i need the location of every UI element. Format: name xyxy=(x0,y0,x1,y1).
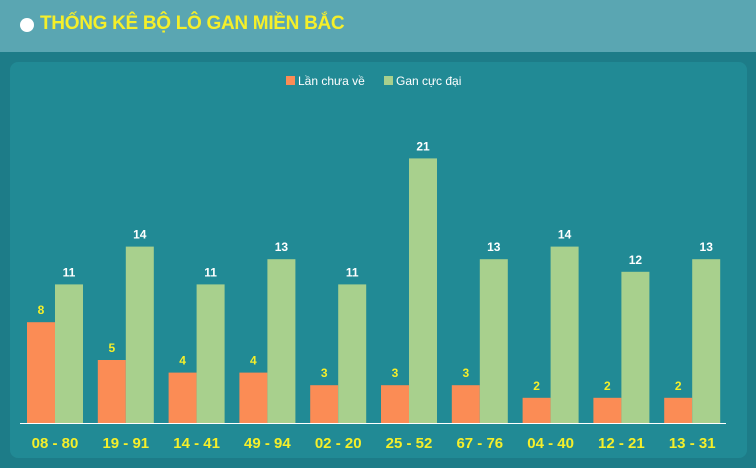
data-label-lan-chua-ve-7: 3 xyxy=(462,366,469,380)
bar-gan-cuc-dai-7 xyxy=(479,259,508,423)
data-label-lan-chua-ve-3: 4 xyxy=(179,354,186,368)
legend-label-lan-chua-ve: Lần chưa về xyxy=(298,74,365,88)
bar-lan-chua-ve-1 xyxy=(27,322,55,423)
bar-lan-chua-ve-3 xyxy=(168,372,197,423)
data-label-gan-cuc-dai-4: 13 xyxy=(275,240,289,254)
bar-gan-cuc-dai-4 xyxy=(267,259,296,423)
legend-label-gan-cuc-dai: Gan cực đại xyxy=(396,74,461,88)
x-tick-label-2: 19 - 91 xyxy=(102,435,149,452)
bar-gan-cuc-dai-3 xyxy=(196,284,225,423)
page-title: THỐNG KÊ BỘ LÔ GAN MIỀN BẮC xyxy=(40,13,345,34)
data-label-lan-chua-ve-8: 2 xyxy=(533,379,540,393)
data-label-lan-chua-ve-2: 5 xyxy=(108,341,115,355)
data-label-gan-cuc-dai-7: 13 xyxy=(487,240,501,254)
data-label-lan-chua-ve-5: 3 xyxy=(321,366,328,380)
x-tick-label-3: 14 - 41 xyxy=(173,435,220,452)
data-label-gan-cuc-dai-9: 12 xyxy=(629,253,643,267)
bar-lan-chua-ve-4 xyxy=(239,372,268,423)
bar-gan-cuc-dai-10 xyxy=(692,259,721,423)
bullet-dot-icon xyxy=(20,18,34,32)
chart-legend: Lần chưa về Gan cực đại xyxy=(286,74,461,88)
x-tick-label-6: 25 - 52 xyxy=(386,435,433,452)
data-label-lan-chua-ve-9: 2 xyxy=(604,379,611,393)
bar-gan-cuc-dai-5 xyxy=(338,284,367,423)
x-tick-label-5: 02 - 20 xyxy=(315,435,362,452)
legend-swatch-gan-cuc-dai xyxy=(384,76,393,85)
bar-lan-chua-ve-8 xyxy=(522,397,551,423)
bar-lan-chua-ve-6 xyxy=(381,385,409,423)
data-label-gan-cuc-dai-1: 11 xyxy=(63,265,76,279)
bar-lan-chua-ve-7 xyxy=(451,385,480,423)
bar-lan-chua-ve-2 xyxy=(97,360,126,423)
bar-gan-cuc-dai-8 xyxy=(550,246,579,423)
bar-lan-chua-ve-9 xyxy=(593,397,622,423)
data-label-lan-chua-ve-6: 3 xyxy=(392,366,399,380)
x-tick-label-7: 67 - 76 xyxy=(456,435,503,452)
data-label-gan-cuc-dai-3: 11 xyxy=(204,265,217,279)
bar-lan-chua-ve-5 xyxy=(310,385,339,423)
data-label-gan-cuc-dai-5: 11 xyxy=(346,265,359,279)
x-tick-label-4: 49 - 94 xyxy=(244,435,291,452)
legend-swatch-lan-chua-ve xyxy=(286,76,295,85)
bar-gan-cuc-dai-9 xyxy=(621,271,650,423)
x-tick-label-1: 08 - 80 xyxy=(32,435,79,452)
data-label-lan-chua-ve-1: 8 xyxy=(38,303,45,317)
x-tick-label-9: 12 - 21 xyxy=(598,435,645,452)
bar-gan-cuc-dai-2 xyxy=(125,246,154,423)
x-tick-label-10: 13 - 31 xyxy=(669,435,716,452)
x-tick-label-8: 04 - 40 xyxy=(527,435,574,452)
data-label-lan-chua-ve-10: 2 xyxy=(675,379,682,393)
data-label-gan-cuc-dai-2: 14 xyxy=(133,228,147,242)
data-label-lan-chua-ve-4: 4 xyxy=(250,354,257,368)
data-label-gan-cuc-dai-6: 21 xyxy=(416,139,430,153)
bar-gan-cuc-dai-1 xyxy=(55,284,83,423)
data-label-gan-cuc-dai-10: 13 xyxy=(700,240,714,254)
bar-gan-cuc-dai-6 xyxy=(409,158,437,423)
data-label-gan-cuc-dai-8: 14 xyxy=(558,228,572,242)
page-header: THỐNG KÊ BỘ LÔ GAN MIỀN BẮC xyxy=(0,0,756,52)
bar-lan-chua-ve-10 xyxy=(664,397,693,423)
x-axis-labels: 08 - 80 19 - 91 14 - 41 49 - 94 02 - 20 25 - … xyxy=(32,435,716,452)
